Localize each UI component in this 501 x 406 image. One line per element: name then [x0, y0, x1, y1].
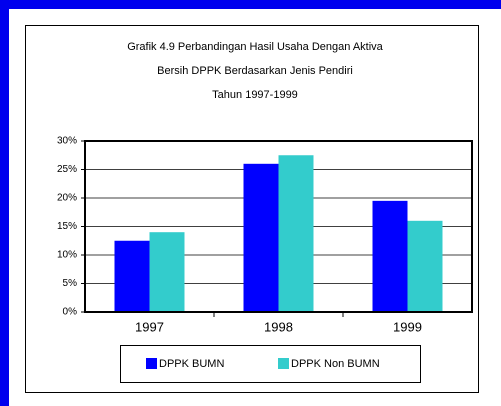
chart-title: Grafik 4.9 Perbandingan Hasil Usaha Deng… [127, 41, 383, 53]
frame-top [0, 0, 501, 9]
legend-swatch [278, 358, 289, 369]
y-tick-label: 15% [57, 221, 77, 232]
y-tick-label: 0% [63, 307, 78, 318]
y-tick-label: 5% [63, 278, 78, 289]
chart-title: Bersih DPPK Berdasarkan Jenis Pendiri [157, 65, 353, 77]
y-tick-label: 10% [57, 250, 77, 261]
legend-box [120, 345, 421, 383]
bar [149, 232, 185, 312]
legend-swatch [146, 358, 157, 369]
chart-title: Tahun 1997-1999 [212, 89, 298, 101]
bar [278, 155, 314, 312]
legend-label: DPPK Non BUMN [291, 358, 380, 370]
bar [407, 220, 443, 312]
y-tick-label: 20% [57, 193, 77, 204]
frame-left [0, 0, 9, 406]
bar [114, 240, 150, 312]
bar [243, 163, 279, 312]
legend-label: DPPK BUMN [159, 358, 224, 370]
y-tick-label: 30% [57, 136, 77, 147]
bar [372, 200, 408, 312]
plot-border [84, 140, 473, 313]
x-tick-label: 1997 [135, 319, 164, 334]
x-tick-label: 1998 [264, 319, 293, 334]
y-tick-label: 25% [57, 164, 77, 175]
x-tick-label: 1999 [393, 319, 422, 334]
